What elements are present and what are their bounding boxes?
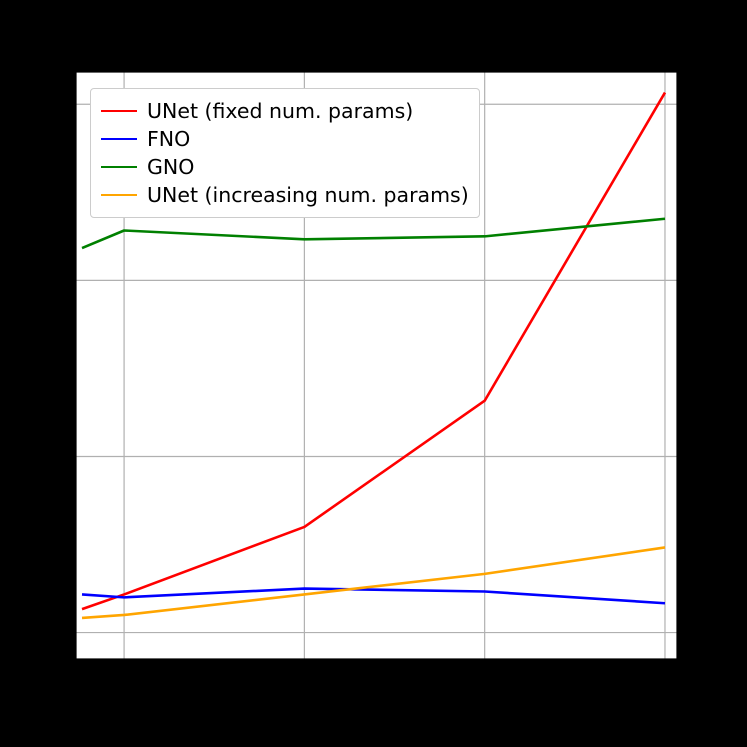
chart-container: UNet (fixed num. params) FNO GNO UNet (i…	[0, 0, 747, 747]
legend-item-fno: FNO	[101, 125, 469, 153]
legend-swatch	[101, 194, 137, 196]
legend-label: UNet (increasing num. params)	[147, 183, 469, 207]
legend-item-unet-inc: UNet (increasing num. params)	[101, 181, 469, 209]
legend-swatch	[101, 166, 137, 168]
legend-swatch	[101, 110, 137, 112]
legend-item-gno: GNO	[101, 153, 469, 181]
legend-label: GNO	[147, 155, 194, 179]
legend-item-unet-fixed: UNet (fixed num. params)	[101, 97, 469, 125]
legend-label: UNet (fixed num. params)	[147, 99, 413, 123]
legend: UNet (fixed num. params) FNO GNO UNet (i…	[90, 88, 480, 218]
legend-label: FNO	[147, 127, 190, 151]
legend-swatch	[101, 138, 137, 140]
